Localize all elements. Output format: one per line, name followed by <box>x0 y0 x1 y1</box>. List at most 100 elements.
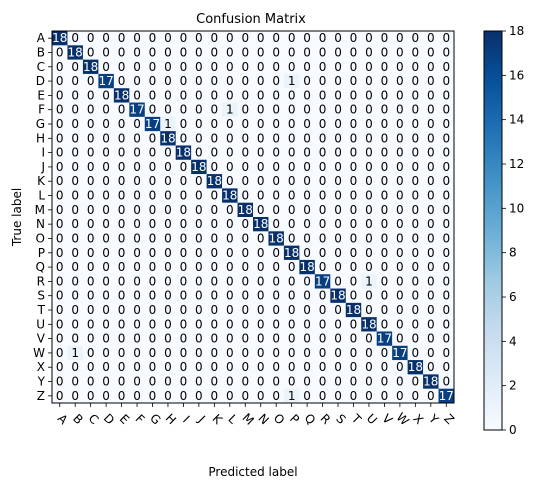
matrix-cell-value-L-Z: 0 <box>442 189 450 203</box>
matrix-cell-value-F-A: 0 <box>56 103 64 117</box>
matrix-cell-C-V <box>376 59 393 75</box>
matrix-cell-value-V-X: 0 <box>412 332 420 346</box>
matrix-cell-F-I <box>175 102 192 118</box>
matrix-cell-H-H <box>160 131 176 146</box>
matrix-cell-value-J-Z: 0 <box>442 160 450 174</box>
matrix-cell-P-V <box>376 245 393 261</box>
matrix-cell-I-T <box>345 145 362 161</box>
matrix-cell-value-P-G: 0 <box>149 246 157 260</box>
matrix-cell-I-W <box>392 145 408 161</box>
matrix-cell-N-P <box>283 217 300 232</box>
matrix-cell-value-V-T: 0 <box>350 332 358 346</box>
matrix-cell-value-U-Y: 0 <box>427 317 435 331</box>
matrix-cell-value-K-J: 0 <box>195 174 203 188</box>
matrix-cell-value-G-M: 0 <box>241 117 249 131</box>
matrix-cell-value-L-F: 0 <box>133 189 141 203</box>
matrix-cell-value-F-G: 0 <box>149 103 157 117</box>
matrix-cell-K-N <box>253 174 269 189</box>
matrix-cell-J-O <box>268 159 285 175</box>
matrix-cell-X-T <box>345 360 362 375</box>
matrix-cell-I-C <box>82 145 99 161</box>
matrix-cell-A-P <box>283 31 300 46</box>
matrix-cell-value-B-Y: 0 <box>427 45 435 59</box>
matrix-cell-K-F <box>129 174 146 189</box>
matrix-cell-value-H-S: 0 <box>334 131 342 145</box>
matrix-cell-value-E-N: 0 <box>257 88 265 102</box>
matrix-cell-value-K-C: 0 <box>87 174 95 188</box>
matrix-cell-value-R-J: 0 <box>195 274 203 288</box>
matrix-cell-value-W-X: 0 <box>412 346 420 360</box>
matrix-cell-value-M-P: 0 <box>288 203 296 217</box>
matrix-cell-T-Z <box>438 302 455 318</box>
matrix-cell-L-L <box>222 188 238 203</box>
matrix-cell-value-X-O: 0 <box>272 360 280 374</box>
y-tick-label-P: P <box>38 246 45 260</box>
matrix-cell-I-D <box>98 145 115 161</box>
matrix-cell-value-T-U: 0 <box>365 303 373 317</box>
matrix-cell-P-C <box>82 245 99 261</box>
matrix-cell-U-C <box>82 317 99 332</box>
matrix-cell-value-F-L: 1 <box>226 103 234 117</box>
matrix-cell-value-U-Q: 0 <box>303 317 311 331</box>
matrix-cell-X-M <box>237 360 254 375</box>
matrix-cell-value-N-N: 18 <box>253 217 268 231</box>
matrix-cell-value-G-K: 0 <box>211 117 219 131</box>
matrix-cell-value-R-O: 0 <box>272 274 280 288</box>
matrix-cell-F-U <box>361 102 377 118</box>
matrix-cell-K-Y <box>423 174 439 189</box>
matrix-cell-U-I <box>175 317 192 332</box>
matrix-cell-value-K-N: 0 <box>257 174 265 188</box>
matrix-cell-values: 18 0 0 0 0 0 0 0 0 0 0 0 0 0 0 0 0 0 0 0 0 0 0 0 0 00 18 0 0 0 0 0 0 0 0 0 0… <box>52 31 454 403</box>
matrix-cell-value-G-E: 0 <box>118 117 126 131</box>
matrix-cell-P-R <box>314 245 331 261</box>
matrix-cell-value-H-P: 0 <box>288 131 296 145</box>
matrix-cell-value-W-D: 0 <box>102 346 110 360</box>
y-tick-label-Q: Q <box>36 260 45 274</box>
matrix-cell-value-X-I: 0 <box>180 360 188 374</box>
matrix-cell-value-D-K: 0 <box>211 74 219 88</box>
matrix-cell-value-T-H: 0 <box>164 303 172 317</box>
matrix-cell-L-M <box>237 188 254 203</box>
matrix-cell-value-W-S: 0 <box>334 346 342 360</box>
matrix-cell-H-K <box>206 131 223 146</box>
matrix-cell-value-N-S: 0 <box>334 217 342 231</box>
matrix-cell-value-R-K: 0 <box>211 274 219 288</box>
matrix-cell-value-V-A: 0 <box>56 332 64 346</box>
matrix-cell-value-I-P: 0 <box>288 146 296 160</box>
matrix-cell-value-K-V: 0 <box>381 174 389 188</box>
matrix-cell-value-R-I: 0 <box>180 274 188 288</box>
matrix-cell-value-M-L: 0 <box>226 203 234 217</box>
matrix-cell-value-F-C: 0 <box>87 103 95 117</box>
matrix-cell-B-G <box>144 45 161 60</box>
y-tick-label-L: L <box>38 189 45 203</box>
matrix-cell-M-H <box>160 202 176 218</box>
matrix-cell-value-G-X: 0 <box>412 117 420 131</box>
chart-title: Confusion Matrix <box>196 12 306 27</box>
matrix-cell-W-D <box>98 345 115 361</box>
matrix-cell-Y-A <box>52 374 68 389</box>
colorbar-tick-label-10: 10 <box>509 201 524 215</box>
matrix-cell-value-Z-D: 0 <box>102 389 110 403</box>
matrix-cell-F-E <box>113 102 130 118</box>
matrix-cell-value-Y-L: 0 <box>226 375 234 389</box>
matrix-cell-value-L-C: 0 <box>87 189 95 203</box>
matrix-cell-H-V <box>376 131 393 146</box>
matrix-cell-value-B-T: 0 <box>350 45 358 59</box>
matrix-cell-value-W-E: 0 <box>118 346 126 360</box>
matrix-cell-value-V-U: 0 <box>365 332 373 346</box>
matrix-cell-value-Q-W: 0 <box>396 260 404 274</box>
matrix-cell-value-A-C: 0 <box>87 31 95 45</box>
matrix-cell-V-Y <box>423 331 439 347</box>
matrix-cell-V-I <box>175 331 192 347</box>
matrix-cell-value-W-M: 0 <box>241 346 249 360</box>
matrix-cell-value-H-J: 0 <box>195 131 203 145</box>
matrix-cell-value-D-N: 0 <box>257 74 265 88</box>
matrix-cell-M-S <box>330 202 347 218</box>
matrix-cell-W-K <box>206 345 223 361</box>
matrix-cell-D-F <box>129 73 146 89</box>
matrix-cell-O-N <box>253 231 269 246</box>
matrix-cell-F-F <box>129 102 146 118</box>
matrix-cell-value-I-C: 0 <box>87 146 95 160</box>
matrix-cell-L-W <box>392 188 408 203</box>
matrix-cell-value-C-F: 0 <box>133 60 141 74</box>
